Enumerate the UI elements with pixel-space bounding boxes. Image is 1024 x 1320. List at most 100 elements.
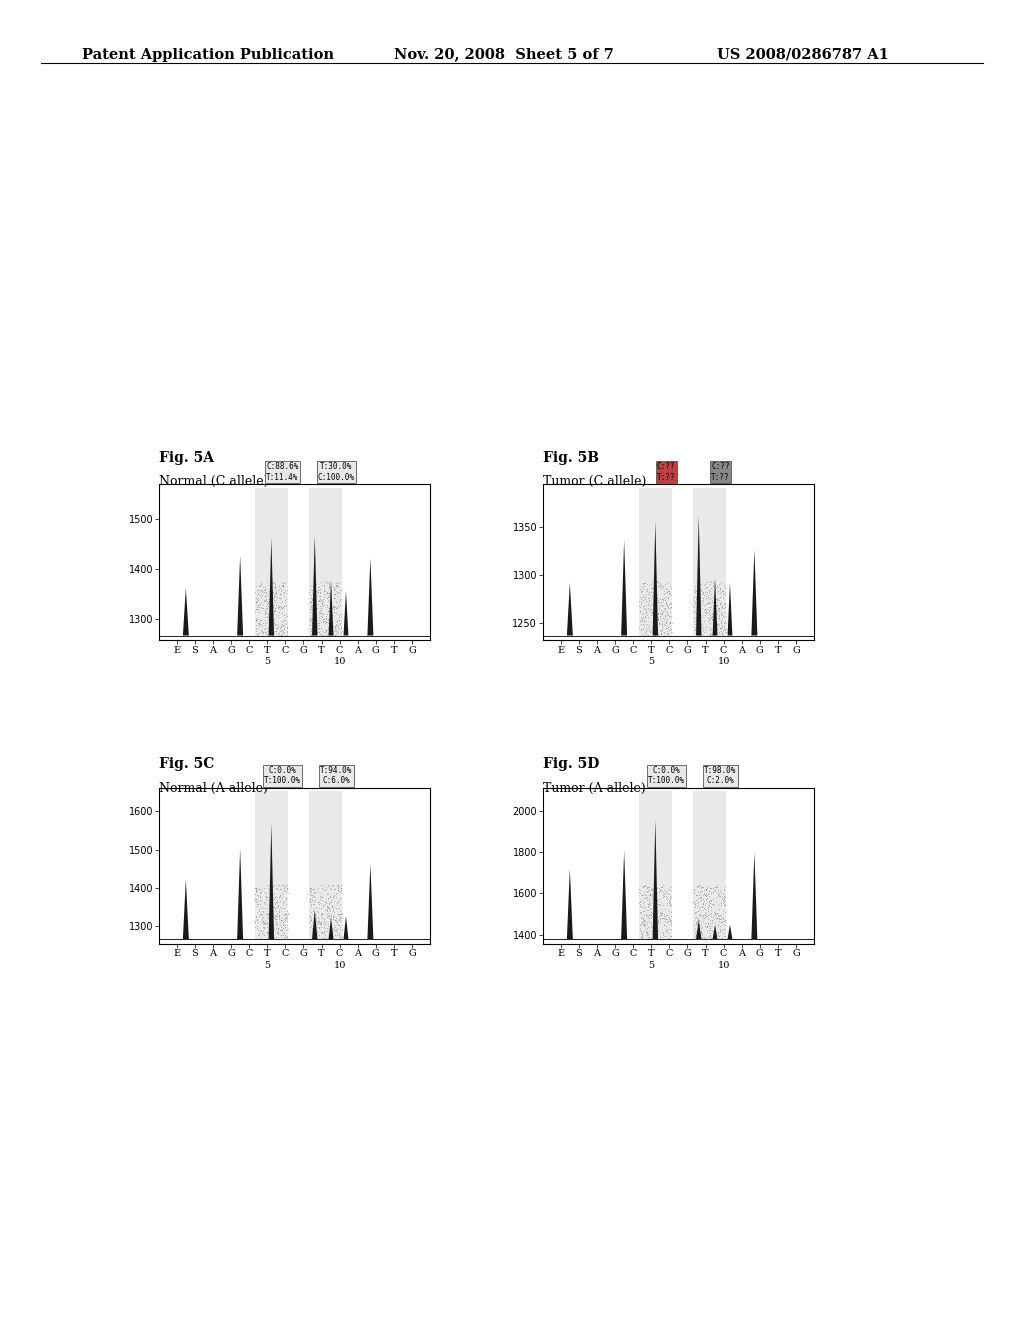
Point xyxy=(265,896,282,917)
Point xyxy=(328,928,344,949)
Point xyxy=(699,876,716,898)
Point xyxy=(333,616,349,638)
Point xyxy=(328,887,344,908)
Point xyxy=(257,892,273,913)
Point xyxy=(255,612,271,634)
Point xyxy=(275,595,292,616)
Point xyxy=(658,620,675,642)
Point xyxy=(692,614,709,635)
Point xyxy=(322,582,338,603)
Point xyxy=(707,576,723,597)
Point xyxy=(645,916,662,937)
Point xyxy=(688,610,705,631)
Point xyxy=(710,906,726,927)
Point xyxy=(690,610,707,631)
Point xyxy=(636,875,652,896)
Point xyxy=(656,879,673,900)
Point xyxy=(276,898,293,919)
Point xyxy=(318,911,335,932)
Point xyxy=(318,900,335,921)
Point xyxy=(315,609,332,630)
Point xyxy=(716,913,732,935)
Point xyxy=(696,594,713,615)
Point xyxy=(269,919,286,940)
Point xyxy=(322,928,338,949)
Point xyxy=(319,906,336,927)
Point xyxy=(700,908,717,929)
Point xyxy=(258,623,274,644)
Point xyxy=(660,928,677,949)
Point xyxy=(304,912,321,933)
Point xyxy=(707,591,723,612)
Point xyxy=(313,887,330,908)
Point xyxy=(705,894,721,915)
Point xyxy=(327,583,343,605)
Point xyxy=(249,891,265,912)
Point xyxy=(692,899,709,920)
Point xyxy=(657,616,674,638)
Point xyxy=(653,904,670,925)
Point xyxy=(701,591,718,612)
Point xyxy=(653,610,670,631)
Point xyxy=(315,915,332,936)
Point xyxy=(643,906,659,927)
Point xyxy=(656,615,673,636)
Point xyxy=(686,894,702,915)
Point xyxy=(632,616,648,638)
Point xyxy=(696,904,713,925)
Point xyxy=(333,624,349,645)
Point xyxy=(644,602,660,623)
Point xyxy=(637,605,653,626)
Point xyxy=(263,619,280,640)
Point xyxy=(268,579,285,601)
Point xyxy=(266,601,283,622)
Point xyxy=(647,591,664,612)
Point xyxy=(700,891,717,912)
Point xyxy=(323,911,339,932)
Point xyxy=(631,892,647,913)
Point xyxy=(329,620,345,642)
Point xyxy=(711,906,727,927)
Point xyxy=(695,620,712,642)
Point xyxy=(304,595,321,616)
Point xyxy=(685,595,701,616)
Point xyxy=(644,883,660,904)
Point xyxy=(255,623,271,644)
Point xyxy=(256,912,272,933)
Point xyxy=(278,882,294,903)
Point xyxy=(709,876,725,898)
Point xyxy=(306,597,323,618)
Point xyxy=(314,927,331,948)
Point xyxy=(319,612,336,634)
Point xyxy=(663,894,679,915)
Point xyxy=(717,909,733,931)
Point xyxy=(305,925,322,946)
Point xyxy=(634,912,650,933)
Point xyxy=(326,576,342,597)
Point xyxy=(638,917,654,939)
Point xyxy=(715,583,731,605)
Point xyxy=(274,598,291,619)
Point xyxy=(273,597,290,618)
Point xyxy=(699,904,716,925)
Point xyxy=(275,876,292,898)
Point xyxy=(308,585,325,606)
Point xyxy=(318,611,335,632)
Point xyxy=(267,891,284,912)
Point xyxy=(276,923,293,944)
Point xyxy=(660,586,677,607)
Point xyxy=(319,903,336,924)
Point xyxy=(249,894,265,915)
Point xyxy=(690,904,707,925)
Point xyxy=(302,880,318,902)
Point xyxy=(321,591,337,612)
Point xyxy=(254,615,270,636)
Point xyxy=(278,919,294,940)
Point xyxy=(705,609,721,630)
Point xyxy=(331,605,347,626)
Point xyxy=(279,620,295,642)
Point xyxy=(316,581,333,602)
Point xyxy=(701,598,718,619)
Point xyxy=(329,610,345,631)
Point xyxy=(654,887,671,908)
